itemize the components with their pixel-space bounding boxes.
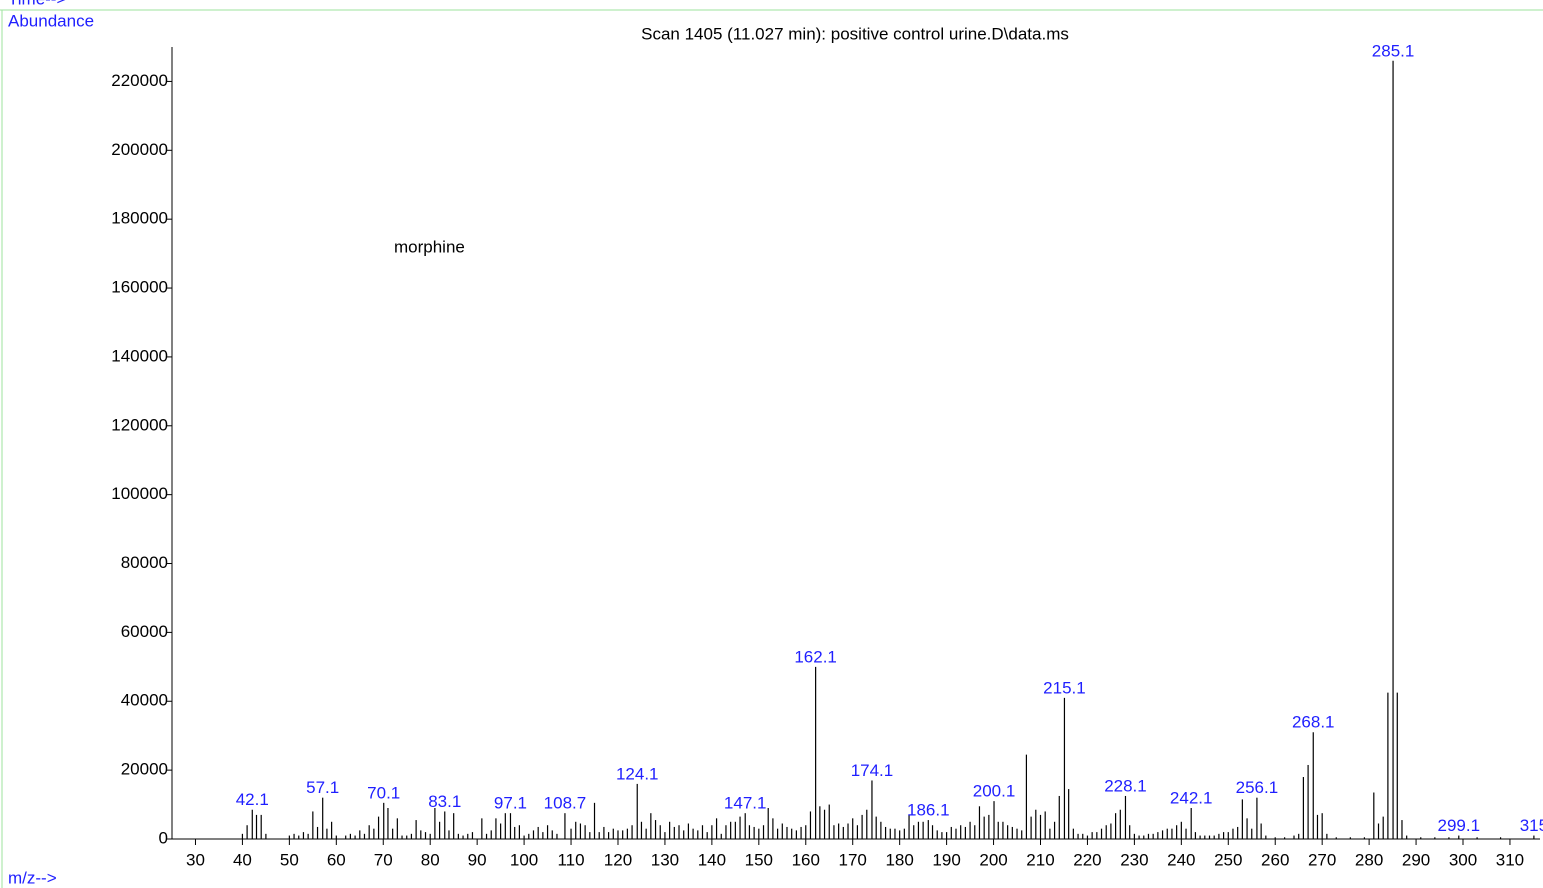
peak-label: 315 — [1520, 816, 1543, 835]
peak-label: 200.1 — [973, 782, 1016, 801]
peak-label: 162.1 — [794, 647, 837, 666]
y-tick-label: 100000 — [111, 484, 168, 503]
y-tick-label: 20000 — [121, 760, 168, 779]
x-tick-label: 200 — [979, 850, 1007, 869]
y-tick-label: 160000 — [111, 278, 168, 297]
x-tick-label: 30 — [186, 850, 205, 869]
x-tick-label: 270 — [1308, 850, 1336, 869]
x-tick-label: 90 — [468, 850, 487, 869]
x-tick-label: 310 — [1496, 850, 1524, 869]
y-tick-label: 120000 — [111, 415, 168, 434]
peak-label: 268.1 — [1292, 713, 1335, 732]
x-axis-label: m/z--> — [8, 868, 57, 887]
x-tick-label: 260 — [1261, 850, 1289, 869]
x-tick-label: 120 — [604, 850, 632, 869]
peak-label: 108.7 — [544, 794, 587, 813]
x-tick-label: 40 — [233, 850, 252, 869]
x-tick-label: 130 — [651, 850, 679, 869]
x-tick-label: 150 — [745, 850, 773, 869]
peak-label: 285.1 — [1372, 41, 1415, 60]
x-tick-label: 220 — [1073, 850, 1101, 869]
peak-label: 57.1 — [306, 778, 339, 797]
peak-label: 242.1 — [1170, 788, 1213, 807]
x-tick-label: 110 — [557, 850, 584, 869]
y-tick-label: 0 — [159, 828, 168, 847]
x-tick-label: 230 — [1120, 850, 1148, 869]
y-tick-label: 80000 — [121, 553, 168, 572]
x-tick-label: 80 — [421, 850, 440, 869]
peak-label: 70.1 — [367, 783, 400, 802]
y-tick-label: 140000 — [111, 346, 168, 365]
x-tick-label: 180 — [885, 850, 913, 869]
annotation: morphine — [394, 237, 465, 256]
x-tick-label: 160 — [792, 850, 820, 869]
peak-label: 256.1 — [1236, 778, 1279, 797]
window-label: Time--> — [8, 0, 66, 8]
peak-label: 147.1 — [724, 794, 767, 813]
peak-label: 215.1 — [1043, 678, 1086, 697]
peak-label: 228.1 — [1104, 776, 1147, 795]
x-tick-label: 100 — [510, 850, 538, 869]
peak-label: 174.1 — [851, 761, 894, 780]
y-tick-label: 40000 — [121, 691, 168, 710]
peak-label: 299.1 — [1438, 816, 1481, 835]
peak-label: 186.1 — [907, 801, 950, 820]
y-tick-label: 180000 — [111, 209, 168, 228]
x-tick-label: 280 — [1355, 850, 1383, 869]
x-tick-label: 240 — [1167, 850, 1195, 869]
x-tick-label: 50 — [280, 850, 299, 869]
x-tick-label: 60 — [327, 850, 346, 869]
y-tick-label: 200000 — [111, 140, 168, 159]
x-tick-label: 300 — [1449, 850, 1477, 869]
x-tick-label: 70 — [374, 850, 393, 869]
y-tick-label: 220000 — [111, 71, 168, 90]
peak-label: 42.1 — [236, 790, 269, 809]
chart-title: Scan 1405 (11.027 min): positive control… — [641, 24, 1069, 43]
y-axis-label: Abundance — [8, 11, 94, 30]
x-tick-label: 250 — [1214, 850, 1242, 869]
peak-label: 83.1 — [428, 792, 461, 811]
peak-label: 97.1 — [494, 794, 527, 813]
x-tick-label: 210 — [1026, 850, 1054, 869]
y-tick-label: 60000 — [121, 622, 168, 641]
x-tick-label: 290 — [1402, 850, 1430, 869]
peak-label: 124.1 — [616, 764, 659, 783]
x-tick-label: 190 — [932, 850, 960, 869]
x-tick-label: 170 — [839, 850, 867, 869]
x-tick-label: 140 — [698, 850, 726, 869]
